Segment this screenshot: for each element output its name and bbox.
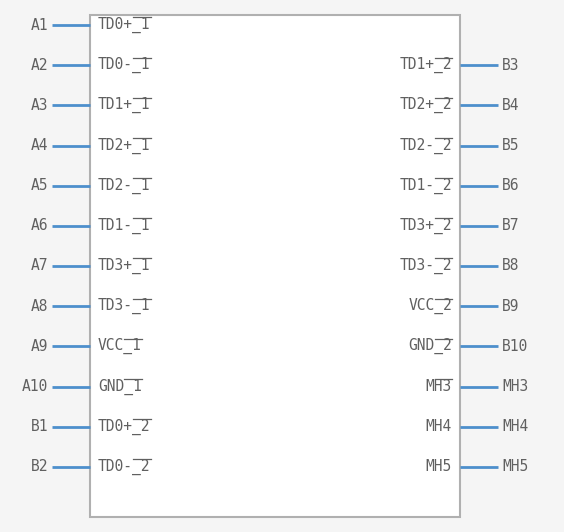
Text: TD3-_1: TD3-_1 [98, 298, 151, 314]
Text: TD2+_2: TD2+_2 [399, 97, 452, 113]
Text: B10: B10 [502, 339, 528, 354]
Text: TD1+_2: TD1+_2 [399, 57, 452, 73]
Text: A5: A5 [30, 178, 48, 193]
Text: TD1-_2: TD1-_2 [399, 178, 452, 194]
Text: GND_2: GND_2 [408, 338, 452, 354]
Text: B7: B7 [502, 218, 519, 234]
Text: TD2+_1: TD2+_1 [98, 137, 151, 154]
Text: A1: A1 [30, 18, 48, 32]
Text: GND_1: GND_1 [98, 378, 142, 395]
Text: MH5: MH5 [426, 459, 452, 475]
Text: B1: B1 [30, 419, 48, 434]
Text: MH3: MH3 [502, 379, 528, 394]
Text: MH4: MH4 [426, 419, 452, 434]
Text: B6: B6 [502, 178, 519, 193]
Text: TD0+_1: TD0+_1 [98, 17, 151, 33]
Bar [90, 15, 460, 517]
Text: A9: A9 [30, 339, 48, 354]
Text: B4: B4 [502, 98, 519, 113]
Text: VCC_1: VCC_1 [98, 338, 142, 354]
Text: A8: A8 [30, 298, 48, 314]
Text: B8: B8 [502, 259, 519, 273]
Text: A2: A2 [30, 57, 48, 73]
Text: MH3: MH3 [426, 379, 452, 394]
Text: A10: A10 [22, 379, 48, 394]
Text: TD1+_1: TD1+_1 [98, 97, 151, 113]
Text: A6: A6 [30, 218, 48, 234]
Text: TD0-_2: TD0-_2 [98, 459, 151, 475]
Text: B9: B9 [502, 298, 519, 314]
Text: B3: B3 [502, 57, 519, 73]
Text: TD3-_2: TD3-_2 [399, 258, 452, 274]
Text: TD0-_1: TD0-_1 [98, 57, 151, 73]
Text: A4: A4 [30, 138, 48, 153]
Text: B2: B2 [30, 459, 48, 475]
Text: TD3+_1: TD3+_1 [98, 258, 151, 274]
Text: MH4: MH4 [502, 419, 528, 434]
Text: TD2-_1: TD2-_1 [98, 178, 151, 194]
Text: VCC_2: VCC_2 [408, 298, 452, 314]
Text: TD1-_1: TD1-_1 [98, 218, 151, 234]
Text: A7: A7 [30, 259, 48, 273]
Text: MH5: MH5 [502, 459, 528, 475]
Text: B5: B5 [502, 138, 519, 153]
Text: TD3+_2: TD3+_2 [399, 218, 452, 234]
Text: TD2-_2: TD2-_2 [399, 137, 452, 154]
Text: TD0+_2: TD0+_2 [98, 419, 151, 435]
Text: A3: A3 [30, 98, 48, 113]
